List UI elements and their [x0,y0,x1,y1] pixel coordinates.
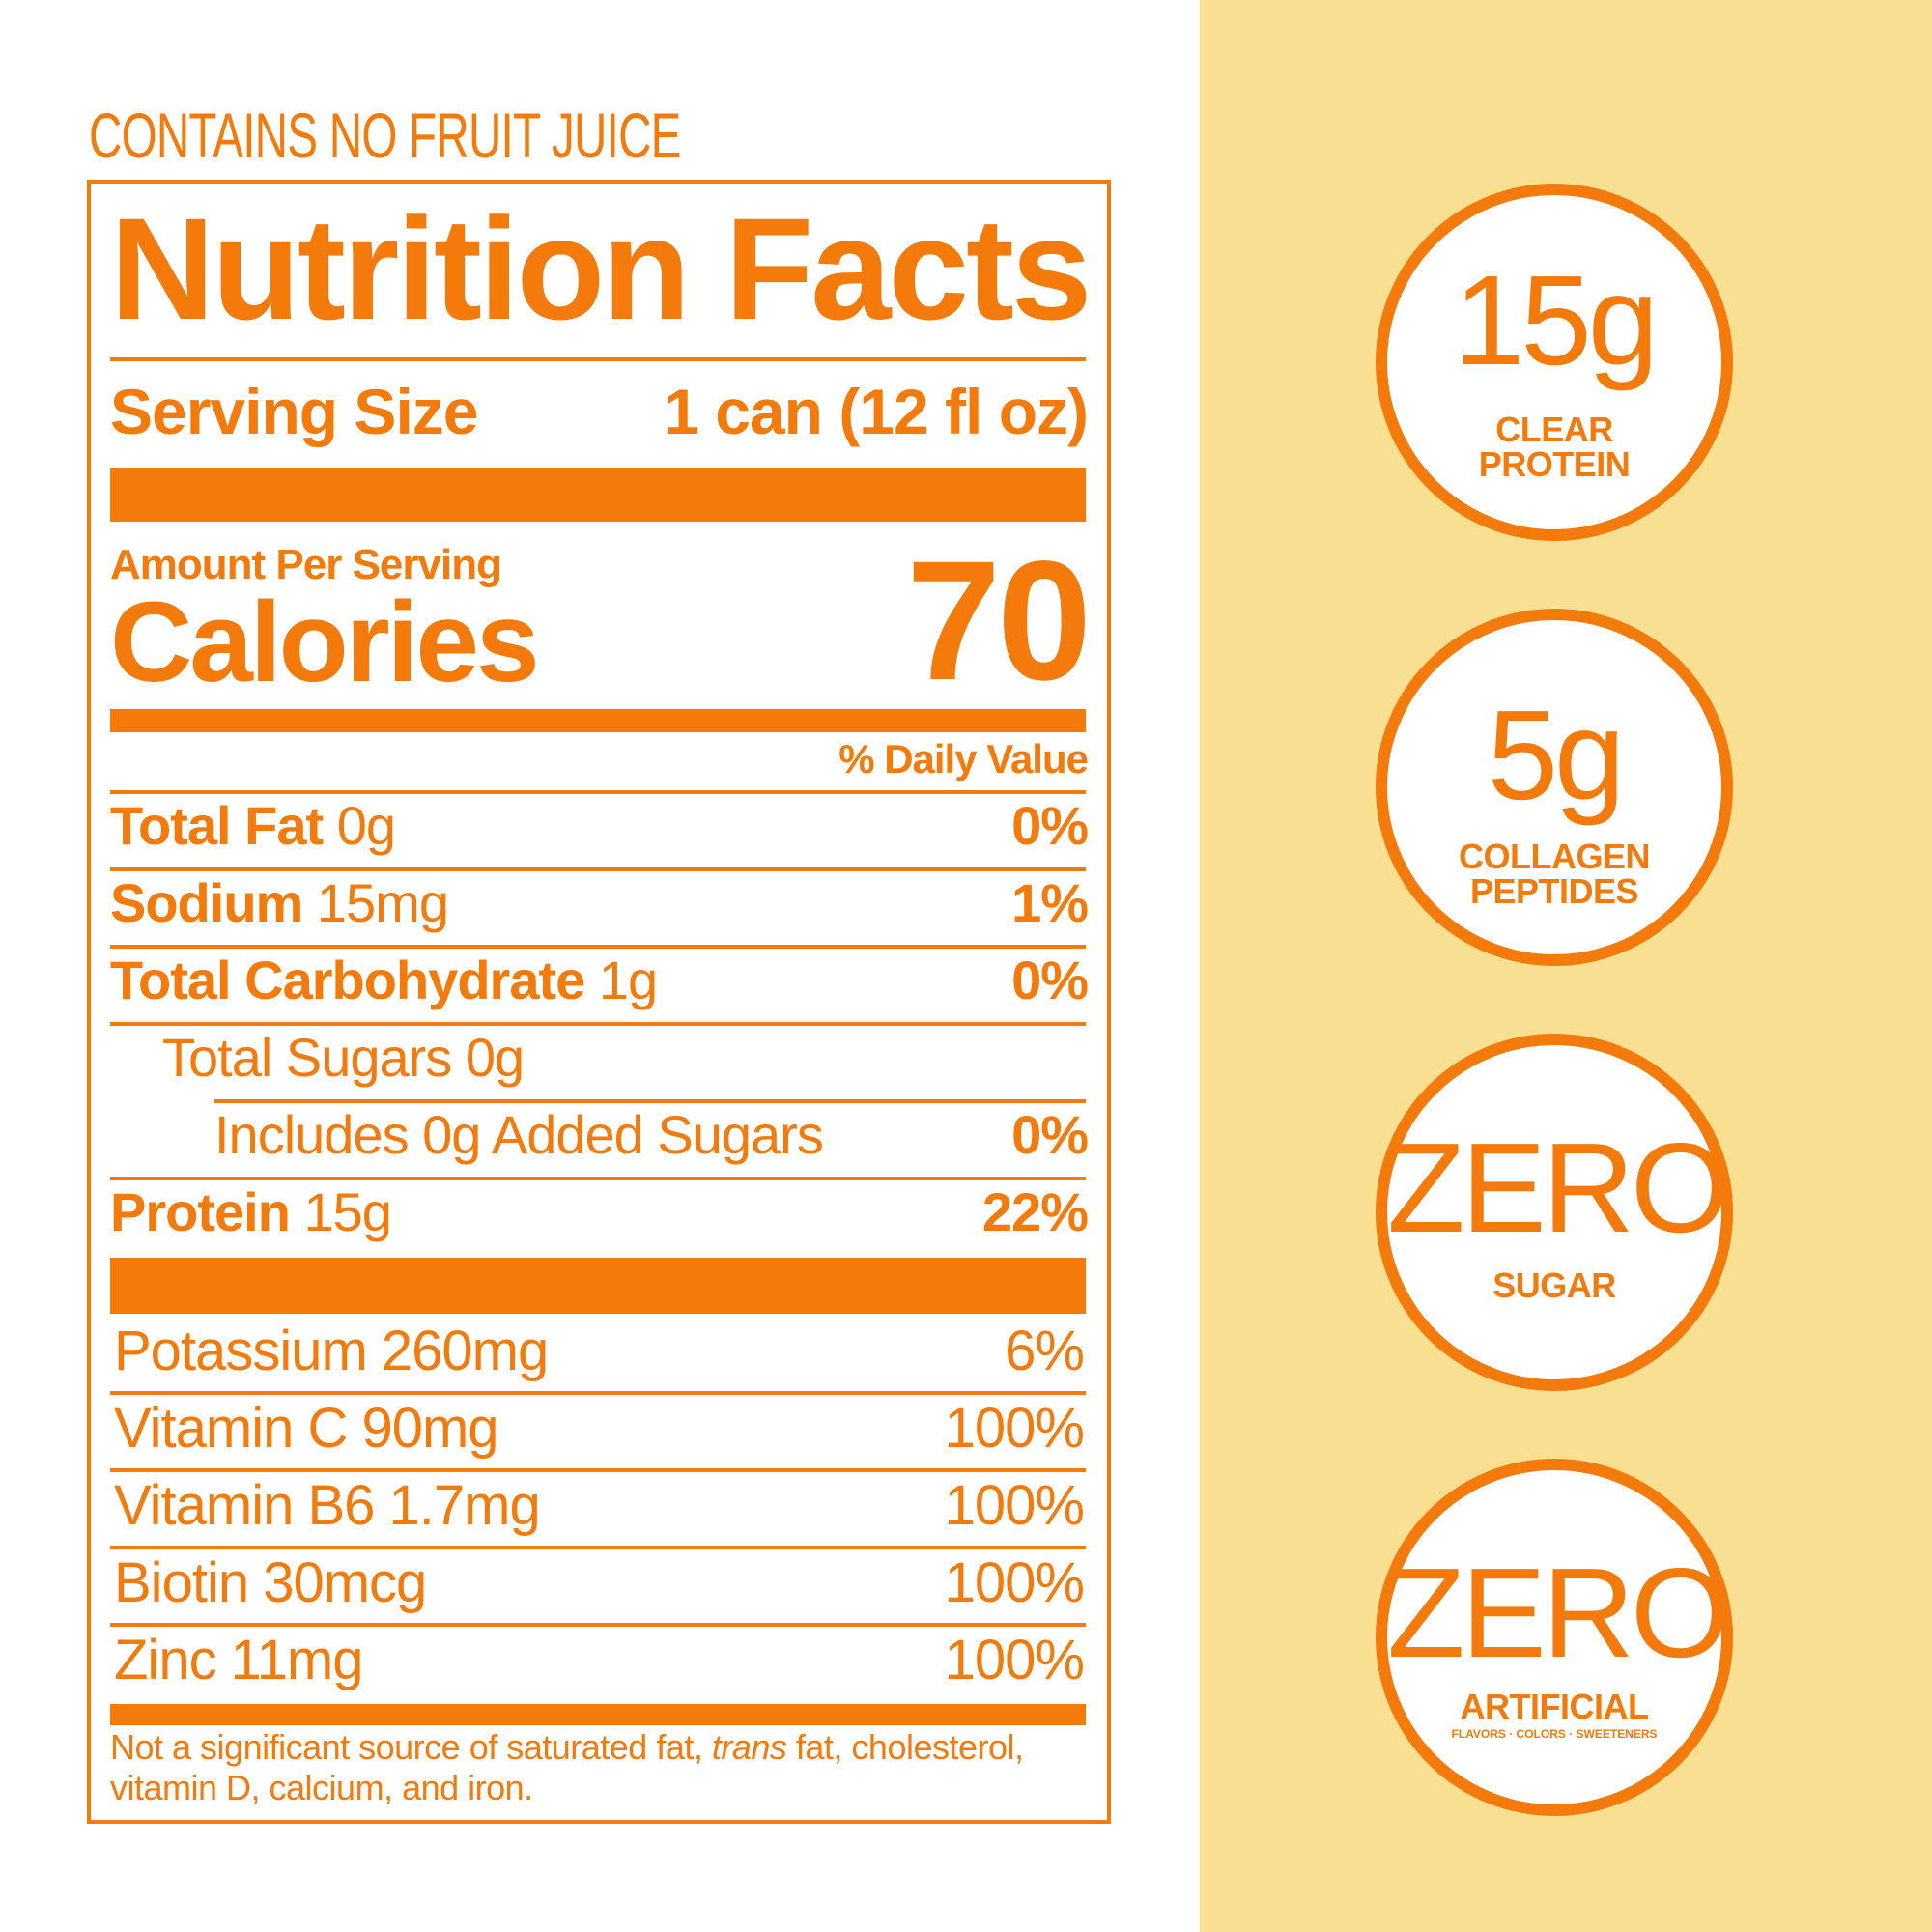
badge-line: CLEAR [1495,410,1613,449]
nutrient-amount: 15g [303,1181,391,1242]
divider [110,790,1086,794]
nutrition-facts-label: Nutrition Facts Serving Size 1 can (12 f… [87,180,1111,1824]
badge-zero-artificial: ZERO ARTIFICIAL FLAVORS · COLORS · SWEET… [1376,1459,1733,1816]
mineral-row-potassium: Potassium 260mg [114,1320,549,1382]
mineral-dv: 100% [944,1397,1085,1460]
label-title: Nutrition Facts [110,187,1092,350]
footnote-text: Not a significant source of saturated fa… [110,1727,712,1767]
mineral-row-vitamin-b6: Vitamin B6 1.7mg [114,1474,541,1537]
tagline: CONTAINS NO FRUIT JUICE [89,99,681,171]
calories-label: Calories [110,579,540,706]
footnote-text: fat, cholesterol, vitamin D, calcium, an… [110,1727,1024,1807]
nutrient-amount: 1g [598,950,658,1010]
mineral-row-biotin: Biotin 30mcg [114,1551,427,1614]
nutrient-amount: 0g [336,795,396,856]
nutrient-name: Total Fat [110,795,324,856]
nutrient-dv: 0% [1011,1104,1089,1165]
amount-per-serving: Amount Per Serving [110,541,502,588]
divider [110,1177,1086,1180]
mineral-dv: 6% [1005,1320,1085,1382]
badge-value: 5g [1487,684,1626,826]
calories-value: 70 [906,526,1092,716]
nutrient-row-added-sugars: Includes 0g Added Sugars [214,1104,824,1165]
thick-divider [110,1258,1086,1314]
badge-value: 15g [1453,249,1659,391]
nutrient-row-total-sugars: Total Sugars 0g [162,1027,525,1088]
nutrient-row-total-carbohydrate: Total Carbohydrate 1g [110,949,658,1012]
mineral-row-vitamin-c: Vitamin C 90mg [114,1397,499,1460]
nutrient-dv: 22% [981,1181,1089,1242]
badge-clear-protein: 15g CLEAR PROTEIN [1376,184,1733,541]
daily-value-header: % Daily Value [838,736,1089,781]
mineral-dv: 100% [944,1474,1085,1537]
nutrient-name: Total Carbohydrate [110,950,585,1010]
badge-zero-sugar: ZERO SUGAR [1376,1034,1733,1391]
mineral-row-zinc: Zinc 11mg [114,1629,363,1691]
divider [110,945,1086,949]
badge-line: PEPTIDES [1469,871,1639,911]
nutrient-name: Sodium [110,872,303,933]
nutrient-dv: 1% [1011,872,1089,933]
serving-size-label: Serving Size [110,376,478,447]
divider [110,1468,1086,1472]
mineral-dv: 100% [944,1551,1085,1614]
badge-collagen-peptides: 5g COLLAGEN PEPTIDES [1376,609,1733,966]
medium-divider [110,709,1086,732]
divider [110,1546,1086,1549]
nutrient-row-protein: Protein 15g [110,1180,392,1244]
nutrient-dv: 0% [1011,950,1089,1010]
divider [110,357,1086,361]
divider [110,867,1086,871]
nutrient-row-total-fat: Total Fat 0g [110,794,396,858]
thick-divider [110,468,1086,522]
nutrient-row-sodium: Sodium 15mg [110,871,449,935]
nutrient-name: Protein [110,1181,291,1242]
badge-line: ARTIFICIAL [1460,1687,1649,1726]
badge-subline: FLAVORS · COLORS · SWEETENERS [1451,1727,1658,1741]
divider [110,1391,1086,1395]
footnote-italic: trans [711,1727,787,1767]
footnote: Not a significant source of saturated fa… [110,1727,1086,1808]
badge-value: ZERO [1387,1117,1730,1259]
badge-line: COLLAGEN [1459,837,1651,876]
badge-line: SUGAR [1492,1265,1616,1305]
divider [214,1099,1086,1103]
badge-value: ZERO [1387,1542,1730,1684]
mineral-dv: 100% [944,1629,1085,1691]
divider [110,1623,1086,1627]
divider [110,1022,1086,1026]
medium-divider [110,1704,1086,1725]
badge-line: PROTEIN [1478,444,1631,484]
nutrient-amount: 15mg [316,872,449,933]
nutrient-dv: 0% [1011,795,1089,856]
serving-size-value: 1 can (12 fl oz) [664,376,1089,447]
